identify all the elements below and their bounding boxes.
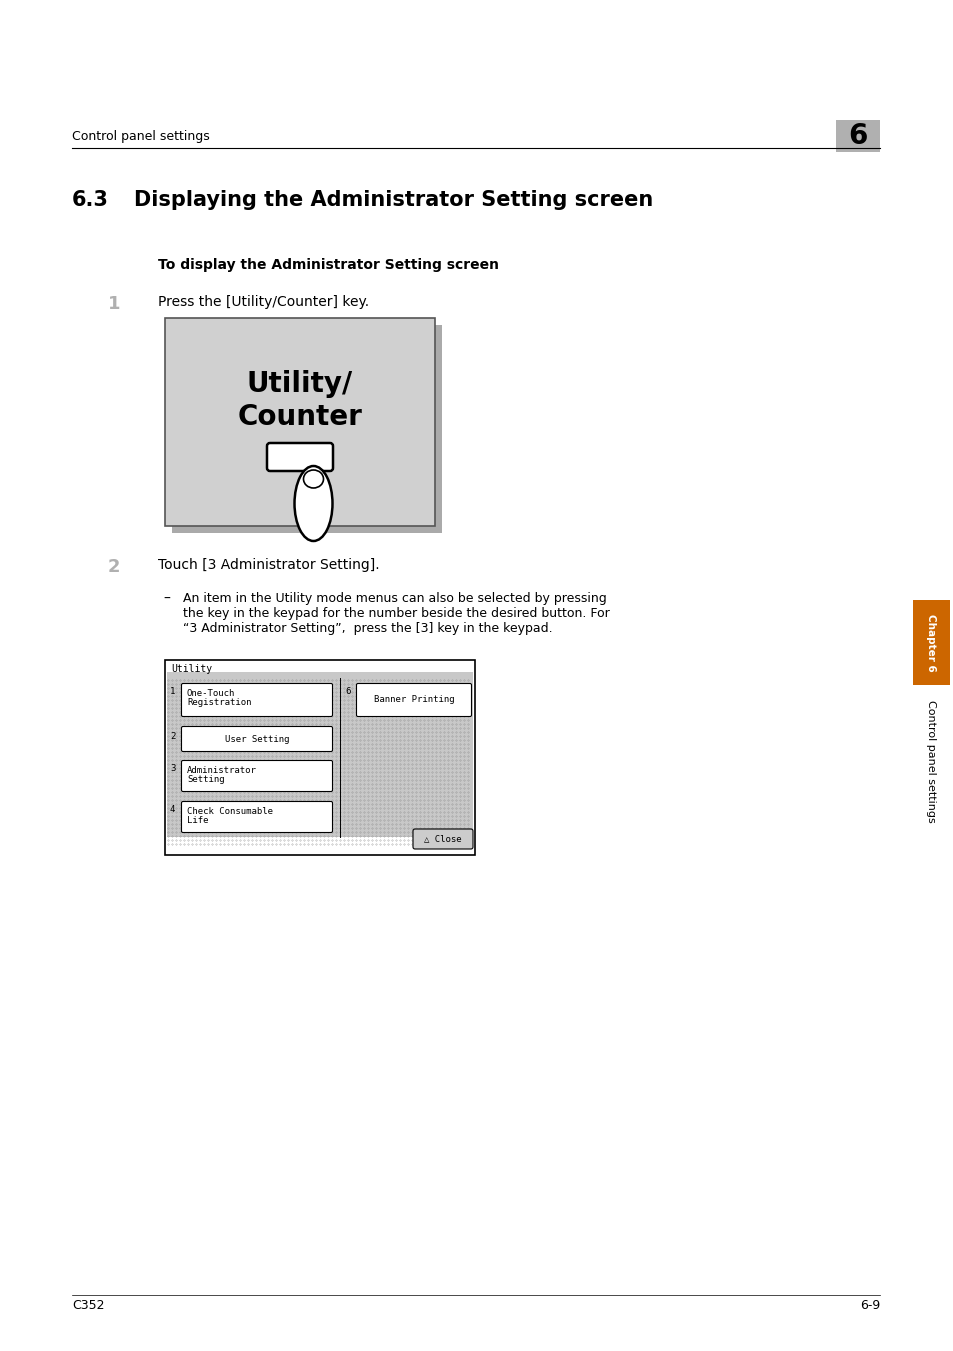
Text: Utility/: Utility/ bbox=[247, 370, 353, 399]
Text: 6: 6 bbox=[345, 688, 350, 696]
Text: Chapter 6: Chapter 6 bbox=[925, 613, 935, 671]
Text: C352: C352 bbox=[71, 1300, 105, 1312]
Text: Control panel settings: Control panel settings bbox=[71, 130, 210, 143]
FancyBboxPatch shape bbox=[413, 830, 473, 848]
Text: Touch [3 Administrator Setting].: Touch [3 Administrator Setting]. bbox=[158, 558, 379, 571]
Text: 6.3: 6.3 bbox=[71, 190, 109, 209]
Text: –: – bbox=[163, 592, 170, 607]
Text: Registration: Registration bbox=[187, 698, 252, 707]
Text: Counter: Counter bbox=[237, 403, 362, 431]
Text: User Setting: User Setting bbox=[225, 735, 289, 743]
Bar bbox=[165, 317, 435, 526]
Text: Banner Printing: Banner Printing bbox=[374, 696, 454, 704]
Text: 6-9: 6-9 bbox=[859, 1300, 879, 1312]
Text: Life: Life bbox=[187, 816, 209, 825]
Bar bbox=[912, 600, 949, 685]
Text: Administrator: Administrator bbox=[187, 766, 256, 775]
Bar bbox=[172, 326, 441, 534]
Bar bbox=[167, 671, 473, 838]
Text: 4: 4 bbox=[170, 805, 175, 815]
Text: the key in the keypad for the number beside the desired button. For: the key in the keypad for the number bes… bbox=[183, 607, 609, 620]
FancyBboxPatch shape bbox=[181, 727, 333, 751]
Text: Setting: Setting bbox=[187, 775, 224, 784]
Text: △ Close: △ Close bbox=[424, 835, 461, 843]
Text: Utility: Utility bbox=[171, 663, 212, 674]
Ellipse shape bbox=[294, 466, 333, 540]
Text: Control panel settings: Control panel settings bbox=[925, 700, 935, 823]
Text: Displaying the Administrator Setting screen: Displaying the Administrator Setting scr… bbox=[133, 190, 653, 209]
Text: 1: 1 bbox=[170, 688, 175, 696]
Text: 2: 2 bbox=[108, 558, 120, 576]
Text: 6: 6 bbox=[847, 122, 867, 150]
Text: Press the [Utility/Counter] key.: Press the [Utility/Counter] key. bbox=[158, 295, 369, 309]
FancyBboxPatch shape bbox=[181, 761, 333, 792]
FancyBboxPatch shape bbox=[181, 801, 333, 832]
Text: One-Touch: One-Touch bbox=[187, 689, 235, 698]
FancyBboxPatch shape bbox=[267, 443, 333, 471]
Text: 2: 2 bbox=[170, 732, 175, 740]
Text: An item in the Utility mode menus can also be selected by pressing: An item in the Utility mode menus can al… bbox=[183, 592, 606, 605]
Bar bbox=[165, 661, 475, 855]
Bar bbox=[835, 120, 879, 153]
Text: 1: 1 bbox=[108, 295, 120, 313]
FancyBboxPatch shape bbox=[181, 684, 333, 716]
Ellipse shape bbox=[303, 470, 323, 488]
Text: 3: 3 bbox=[170, 765, 175, 773]
Text: To display the Administrator Setting screen: To display the Administrator Setting scr… bbox=[158, 258, 498, 272]
Text: Check Consumable: Check Consumable bbox=[187, 807, 273, 816]
FancyBboxPatch shape bbox=[356, 684, 471, 716]
Text: “3 Administrator Setting”,  press the [3] key in the keypad.: “3 Administrator Setting”, press the [3]… bbox=[183, 621, 552, 635]
